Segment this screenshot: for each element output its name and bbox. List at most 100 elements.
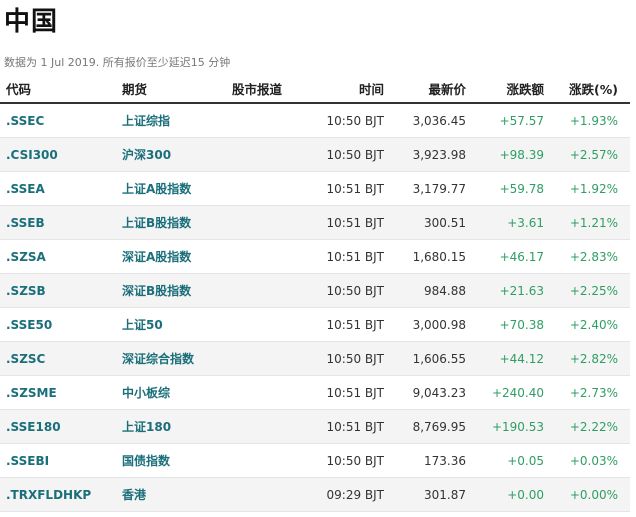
last-price-cell: 173.36 (424, 444, 466, 477)
quote-time-cell: 10:50 BJT (327, 444, 385, 477)
quote-time: 10:50 BJT (326, 453, 385, 468)
ticker-code-link[interactable]: .SZSB (6, 283, 46, 298)
quote-time-cell: 10:51 BJT (327, 376, 385, 409)
quote-time: 10:51 BJT (326, 419, 385, 434)
ticker-code-link[interactable]: .SSEBI (6, 453, 50, 468)
index-name-link-cell: 中小板综 (122, 376, 170, 409)
table-row: .SZSME 中小板综 10:51 BJT 9,043.23 +240.40 +2.73% (0, 376, 630, 410)
last-price: 3,036.45 (412, 113, 466, 128)
price-change: +0.05 (507, 453, 544, 468)
last-price: 173.36 (424, 453, 466, 468)
table-row: .SSEC 上证综指 10:50 BJT 3,036.45 +57.57 +1.93% (0, 104, 630, 138)
last-price-cell: 3,000.98 (413, 308, 466, 341)
index-name-link[interactable]: 中小板综 (122, 386, 171, 400)
quote-time: 10:50 BJT (326, 147, 385, 162)
ticker-code-link[interactable]: .SZSME (6, 385, 57, 400)
price-change: +46.17 (499, 249, 544, 264)
index-name-link[interactable]: 深证A股指数 (122, 250, 192, 264)
quote-time: 10:51 BJT (326, 215, 385, 230)
price-change-cell: +59.78 (500, 172, 544, 205)
index-name-link[interactable]: 沪深300 (122, 148, 172, 162)
table-header: 代码 期货 股市报道 时间 最新价 涨跌额 涨跌(%) (0, 76, 630, 104)
ticker-code-link-cell: .SSE180 (6, 410, 61, 443)
index-name-link-cell: 上证综指 (122, 104, 170, 137)
data-delay-note: 数据为 1 Jul 2019. 所有报价至少延迟15 分钟 (4, 56, 231, 69)
ticker-code-link-cell: .SZSME (6, 376, 57, 409)
ticker-code-link[interactable]: .SSE50 (6, 317, 53, 332)
quote-time: 10:50 BJT (326, 283, 385, 298)
ticker-code-link[interactable]: .CSI300 (6, 147, 58, 162)
table-row: .SSE180 上证180 10:51 BJT 8,769.95 +190.53 +2.2… (0, 410, 630, 444)
price-change-cell: +70.38 (500, 308, 544, 341)
last-price-cell: 984.88 (424, 274, 466, 307)
table-row: .SZSA 深证A股指数 10:51 BJT 1,680.15 +46.17 +2.83% (0, 240, 630, 274)
quote-time-cell: 10:50 BJT (327, 138, 385, 171)
index-name-link[interactable]: 国债指数 (122, 454, 171, 468)
ticker-code-link[interactable]: .TRXFLDHKP (6, 487, 92, 502)
index-name-link[interactable]: 上证综指 (122, 114, 171, 128)
index-name-link-cell: 深证综合指数 (122, 342, 194, 375)
ticker-code-link[interactable]: .SZSA (6, 249, 46, 264)
percent-change-cell: +0.00% (570, 478, 618, 511)
ticker-code-link[interactable]: .SSEB (6, 215, 45, 230)
last-price: 1,606.55 (412, 351, 466, 366)
price-change-cell: +98.39 (500, 138, 544, 171)
last-price-cell: 3,179.77 (413, 172, 466, 205)
page-title: 中国 (4, 7, 59, 37)
table-row: .SSEA 上证A股指数 10:51 BJT 3,179.77 +59.78 +1.92% (0, 172, 630, 206)
index-name-link[interactable]: 上证B股指数 (122, 216, 192, 230)
price-change: +3.61 (507, 215, 544, 230)
quote-time: 10:51 BJT (326, 181, 385, 196)
percent-change-cell: +2.57% (570, 138, 618, 171)
quote-time-cell: 10:50 BJT (327, 274, 385, 307)
column-header-change-percent: 涨跌(%) (569, 82, 618, 97)
table-row: .SZSB 深证B股指数 10:50 BJT 984.88 +21.63 +2.25% (0, 274, 630, 308)
percent-change-cell: +0.03% (570, 444, 618, 477)
percent-change-cell: +1.21% (570, 206, 618, 239)
price-change-cell: +57.57 (500, 104, 544, 137)
ticker-code-link-cell: .SSEA (6, 172, 45, 205)
percent-change: +2.73% (569, 385, 618, 400)
last-price-cell: 1,680.15 (413, 240, 466, 273)
index-name-link[interactable]: 深证B股指数 (122, 284, 192, 298)
column-header-price: 最新价 (428, 82, 466, 97)
index-name-link-cell: 上证A股指数 (122, 172, 191, 205)
last-price-cell: 8,769.95 (413, 410, 466, 443)
ticker-code-link[interactable]: .SSE180 (6, 419, 61, 434)
quote-time-cell: 09:29 BJT (327, 478, 385, 511)
price-change: +57.57 (499, 113, 544, 128)
quote-time-cell: 10:50 BJT (327, 342, 385, 375)
last-price: 3,923.98 (412, 147, 466, 162)
column-header-future: 期货 (122, 82, 148, 97)
quote-time-cell: 10:51 BJT (327, 206, 385, 239)
table-row: .SSEB 上证B股指数 10:51 BJT 300.51 +3.61 +1.21% (0, 206, 630, 240)
ticker-code-link[interactable]: .SZSC (6, 351, 46, 366)
column-header-report: 股市报道 (232, 82, 283, 97)
price-change-cell: +240.40 (492, 376, 544, 409)
ticker-code-link-cell: .CSI300 (6, 138, 58, 171)
price-change: +70.38 (499, 317, 544, 332)
percent-change: +2.82% (569, 351, 618, 366)
index-name-link[interactable]: 香港 (122, 488, 147, 502)
index-name-link-cell: 国债指数 (122, 444, 170, 477)
index-name-link[interactable]: 上证A股指数 (122, 182, 192, 196)
index-name-link-cell: 深证A股指数 (122, 240, 191, 273)
last-price: 8,769.95 (412, 419, 466, 434)
ticker-code-link-cell: .SSEC (6, 104, 44, 137)
ticker-code-link[interactable]: .SSEA (6, 181, 45, 196)
index-name-link[interactable]: 上证180 (122, 420, 172, 434)
index-name-link[interactable]: 深证综合指数 (122, 352, 195, 366)
table-row: .TRXFLDHKP 香港 09:29 BJT 301.87 +0.00 +0.00% (0, 478, 630, 512)
price-change-cell: +0.05 (507, 444, 544, 477)
quote-time-cell: 10:51 BJT (327, 410, 385, 443)
price-change-cell: +21.63 (500, 274, 544, 307)
quote-time: 10:50 BJT (326, 351, 385, 366)
index-name-link-cell: 上证50 (122, 308, 163, 341)
percent-change: +1.21% (569, 215, 618, 230)
table-row: .SZSC 深证综合指数 10:50 BJT 1,606.55 +44.12 +2.82% (0, 342, 630, 376)
quote-time: 10:51 BJT (326, 249, 385, 264)
percent-change: +2.83% (569, 249, 618, 264)
ticker-code-link[interactable]: .SSEC (6, 113, 45, 128)
index-name-link[interactable]: 上证50 (122, 318, 163, 332)
last-price: 300.51 (424, 215, 466, 230)
